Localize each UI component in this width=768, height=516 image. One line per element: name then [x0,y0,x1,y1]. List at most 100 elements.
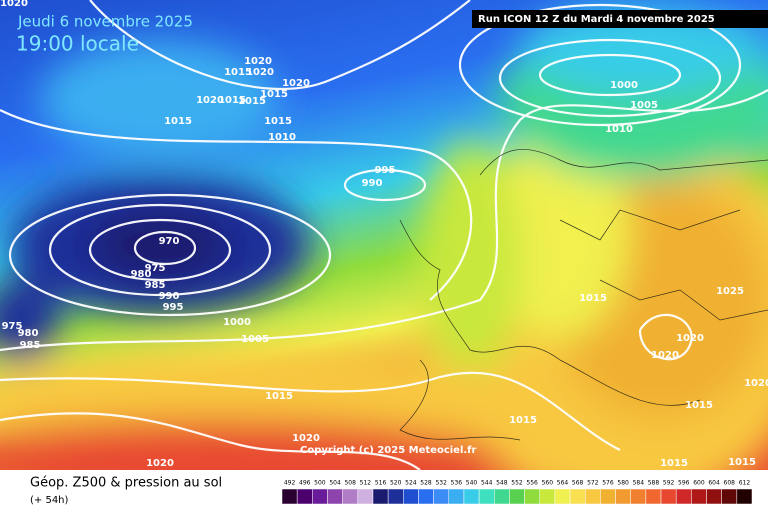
isobar-labels: 1020102010201015102010201015101510151015… [0,0,768,469]
legend-label: 556 [526,480,538,487]
legend-swatch [494,488,510,505]
legend-swatch [615,488,631,505]
isobar-label: 1020 [676,333,704,344]
isobar-label: 1015 [238,96,266,107]
legend-swatch [372,488,389,505]
forecast-time: 19:00 locale [16,32,139,56]
legend-swatch [418,488,434,505]
legend-label: 580 [617,480,629,487]
legend-label: 540 [466,480,478,487]
isobar-label: 985 [145,280,166,291]
isobar-label: 1015 [224,67,252,78]
legend-label: 564 [557,480,569,487]
legend-label: 536 [451,480,463,487]
legend-label: 592 [663,480,675,487]
legend-swatch [387,488,404,505]
legend-label: 512 [360,480,372,487]
isobar-label: 1015 [164,116,192,127]
legend-label: 544 [481,480,493,487]
run-info: Run ICON 12 Z du Mardi 4 novembre 2025 [478,14,715,25]
isobar-label: 1015 [685,400,713,411]
isobar-label: 1020 [196,95,224,106]
legend-swatch [539,488,556,505]
legend-label: 524 [405,480,417,487]
legend-swatch [342,488,359,505]
legend-swatch [281,488,298,505]
isobar-label: 1000 [223,317,251,328]
isobar-label: 1015 [579,293,607,304]
legend-swatch [660,488,677,505]
isobar-label: 1020 [651,350,679,361]
isobar-label: 1015 [265,391,293,402]
footer-lead: (+ 54h) [30,495,69,506]
legend-swatch [463,488,480,505]
legend-swatch [691,488,707,505]
legend-label: 576 [602,480,614,487]
legend-swatch [675,488,692,505]
isobar-label: 990 [362,178,383,189]
isobar-label: 1020 [146,458,174,469]
isobar-label: 995 [163,302,184,313]
forecast-date: Jeudi 6 novembre 2025 [17,13,193,31]
legend-label: 500 [314,480,326,487]
legend-swatch [509,488,525,505]
legend-label: 608 [724,480,736,487]
legend-swatch [721,488,738,505]
legend-swatch [327,488,343,505]
isobar-label: 1015 [509,415,537,426]
isobar-label: 1020 [246,67,274,78]
legend-swatch [478,488,495,505]
isobar-label: 975 [2,321,23,332]
isobar-label: 1020 [292,433,320,444]
isobar-label: 1020 [744,378,768,389]
legend-label: 516 [375,480,387,487]
legend-label: 552 [511,480,523,487]
legend-swatch [554,488,571,505]
isobar-label: 1015 [264,116,292,127]
isobar-label: 1005 [241,334,269,345]
legend-label: 612 [739,480,751,487]
isobar-label: 985 [20,340,41,351]
isobar-label: 1025 [716,286,744,297]
legend-label: 600 [693,480,705,487]
legend-label: 496 [299,480,311,487]
legend-label: 504 [329,480,341,487]
footer-title: Géop. Z500 & pression au sol [30,476,222,491]
legend-swatch [736,488,753,505]
isobar-label: 1015 [218,95,246,106]
legend-swatch [600,488,616,505]
isobar-label: 1020 [0,0,28,9]
isobar-label: 990 [159,291,180,302]
legend-swatch [433,488,450,505]
legend-swatch [357,488,374,505]
copyright: Copyright (c) 2025 Meteociel.fr [300,445,477,456]
isobar-label: 980 [18,328,39,339]
legend-swatch [448,488,465,505]
isobar-label: 1005 [630,100,658,111]
isobar-label: 1010 [268,132,296,143]
legend-swatch [403,488,419,505]
isobar-label: 1015 [260,89,288,100]
legend-label: 528 [420,480,432,487]
legend-label: 492 [284,480,296,487]
legend-label: 584 [633,480,645,487]
legend-label: 532 [435,480,447,487]
legend-swatch [524,488,540,505]
isobar-label: 1020 [244,56,272,67]
isobar-label: 970 [159,236,180,247]
legend-label: 548 [496,480,508,487]
legend-swatch [296,488,313,505]
isobar-label: 1020 [282,78,310,89]
legend-swatch [630,488,647,505]
legend-label: 560 [542,480,554,487]
legend-swatch [706,488,722,505]
isobar-label: 980 [131,269,152,280]
legend-label: 572 [587,480,599,487]
isobar-label: 1015 [728,457,756,468]
isobar-label: 1000 [610,80,638,91]
legend-label: 588 [648,480,660,487]
legend-label: 568 [572,480,584,487]
